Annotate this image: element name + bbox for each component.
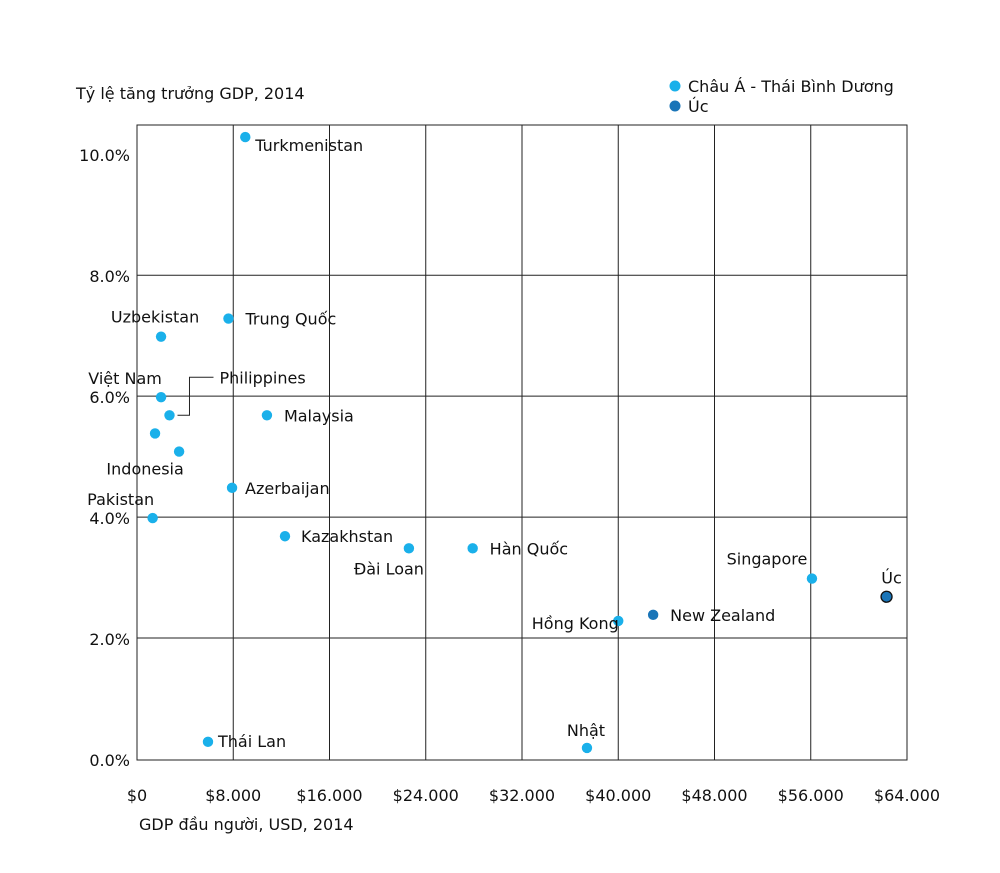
x-tick-label: $8.000	[205, 786, 261, 805]
data-point-uc	[880, 590, 893, 603]
data-point-indonesia	[173, 446, 185, 457]
y-tick-label: 0.0%	[89, 751, 130, 770]
point-label-viet-nam: Việt Nam	[88, 369, 162, 388]
y-tick-label: 8.0%	[89, 267, 130, 286]
data-points: Turkmenistan Trung Quốc Uzbekistan Việt Nam…	[87, 131, 902, 754]
data-point-turkmenistan	[240, 131, 251, 143]
data-point-azerbaijan	[226, 482, 238, 494]
legend-marker-australia	[669, 100, 681, 112]
y-tick-label: 2.0%	[89, 630, 130, 649]
leader-line-philippines	[177, 376, 214, 416]
point-label-kazakhstan: Kazakhstan	[301, 527, 393, 546]
point-label-pakistan: Pakistan	[87, 490, 154, 509]
data-point	[149, 428, 161, 439]
data-point-philippines	[164, 410, 175, 421]
y-axis-ticks: 0.0% 2.0% 4.0% 6.0% 8.0% 10.0%	[79, 146, 130, 770]
point-label-uc: Úc	[881, 569, 902, 588]
data-point-dai-loan	[403, 543, 415, 554]
x-tick-label: $56.000	[778, 786, 844, 805]
legend: Châu Á - Thái Bình Dương Úc	[669, 77, 894, 116]
y-axis-title: Tỷ lệ tăng trưởng GDP, 2014	[75, 84, 305, 103]
y-tick-label: 10.0%	[79, 146, 130, 165]
grid	[136, 124, 908, 761]
x-tick-label: $64.000	[874, 786, 940, 805]
point-label-thai-lan: Thái Lan	[217, 732, 286, 751]
data-point-singapore	[806, 573, 818, 584]
point-label-nhat: Nhật	[567, 721, 605, 740]
x-tick-label: $24.000	[393, 786, 459, 805]
data-point-pakistan	[147, 512, 158, 524]
y-tick-label: 4.0%	[89, 509, 130, 528]
point-label-malaysia: Malaysia	[284, 406, 354, 425]
point-label-trung-quoc: Trung Quốc	[244, 310, 336, 329]
data-point-new-zealand	[647, 609, 659, 621]
y-tick-label: 6.0%	[89, 388, 130, 407]
point-label-hong-kong: Hồng Kong	[532, 614, 619, 633]
point-label-new-zealand: New Zealand	[670, 606, 775, 625]
point-label-indonesia: Indonesia	[106, 460, 183, 479]
data-point-trung-quoc	[223, 313, 234, 324]
data-point-hong-kong	[613, 615, 624, 627]
legend-label-australia: Úc	[688, 97, 709, 116]
point-label-han-quoc: Hàn Quốc	[490, 539, 568, 558]
point-label-uzbekistan: Uzbekistan	[111, 308, 199, 327]
data-point-uzbekistan	[155, 331, 167, 342]
data-point-malaysia	[261, 410, 273, 421]
x-axis-ticks: $0 $8.000 $16.000 $24.000 $32.000 $40.000 $48.…	[127, 786, 940, 805]
data-point-thai-lan	[202, 736, 214, 748]
point-label-singapore: Singapore	[727, 550, 808, 569]
data-point-nhat	[581, 742, 593, 754]
point-label-philippines: Philippines	[219, 368, 305, 387]
point-label-azerbaijan: Azerbaijan	[245, 479, 330, 498]
data-point-viet-nam	[155, 391, 167, 403]
x-tick-label: $48.000	[681, 786, 747, 805]
x-tick-label: $40.000	[585, 786, 651, 805]
point-label-turkmenistan: Turkmenistan	[254, 136, 363, 155]
data-point-han-quoc	[467, 543, 478, 554]
x-tick-label: $32.000	[489, 786, 555, 805]
x-axis-title: GDP đầu người, USD, 2014	[139, 815, 354, 834]
point-label-dai-loan: Đài Loan	[354, 559, 424, 578]
data-point-kazakhstan	[279, 531, 291, 542]
legend-marker-asia-pacific	[669, 80, 681, 92]
x-tick-label: $0	[127, 786, 147, 805]
x-tick-label: $16.000	[296, 786, 362, 805]
legend-label-asia-pacific: Châu Á - Thái Bình Dương	[688, 77, 894, 96]
